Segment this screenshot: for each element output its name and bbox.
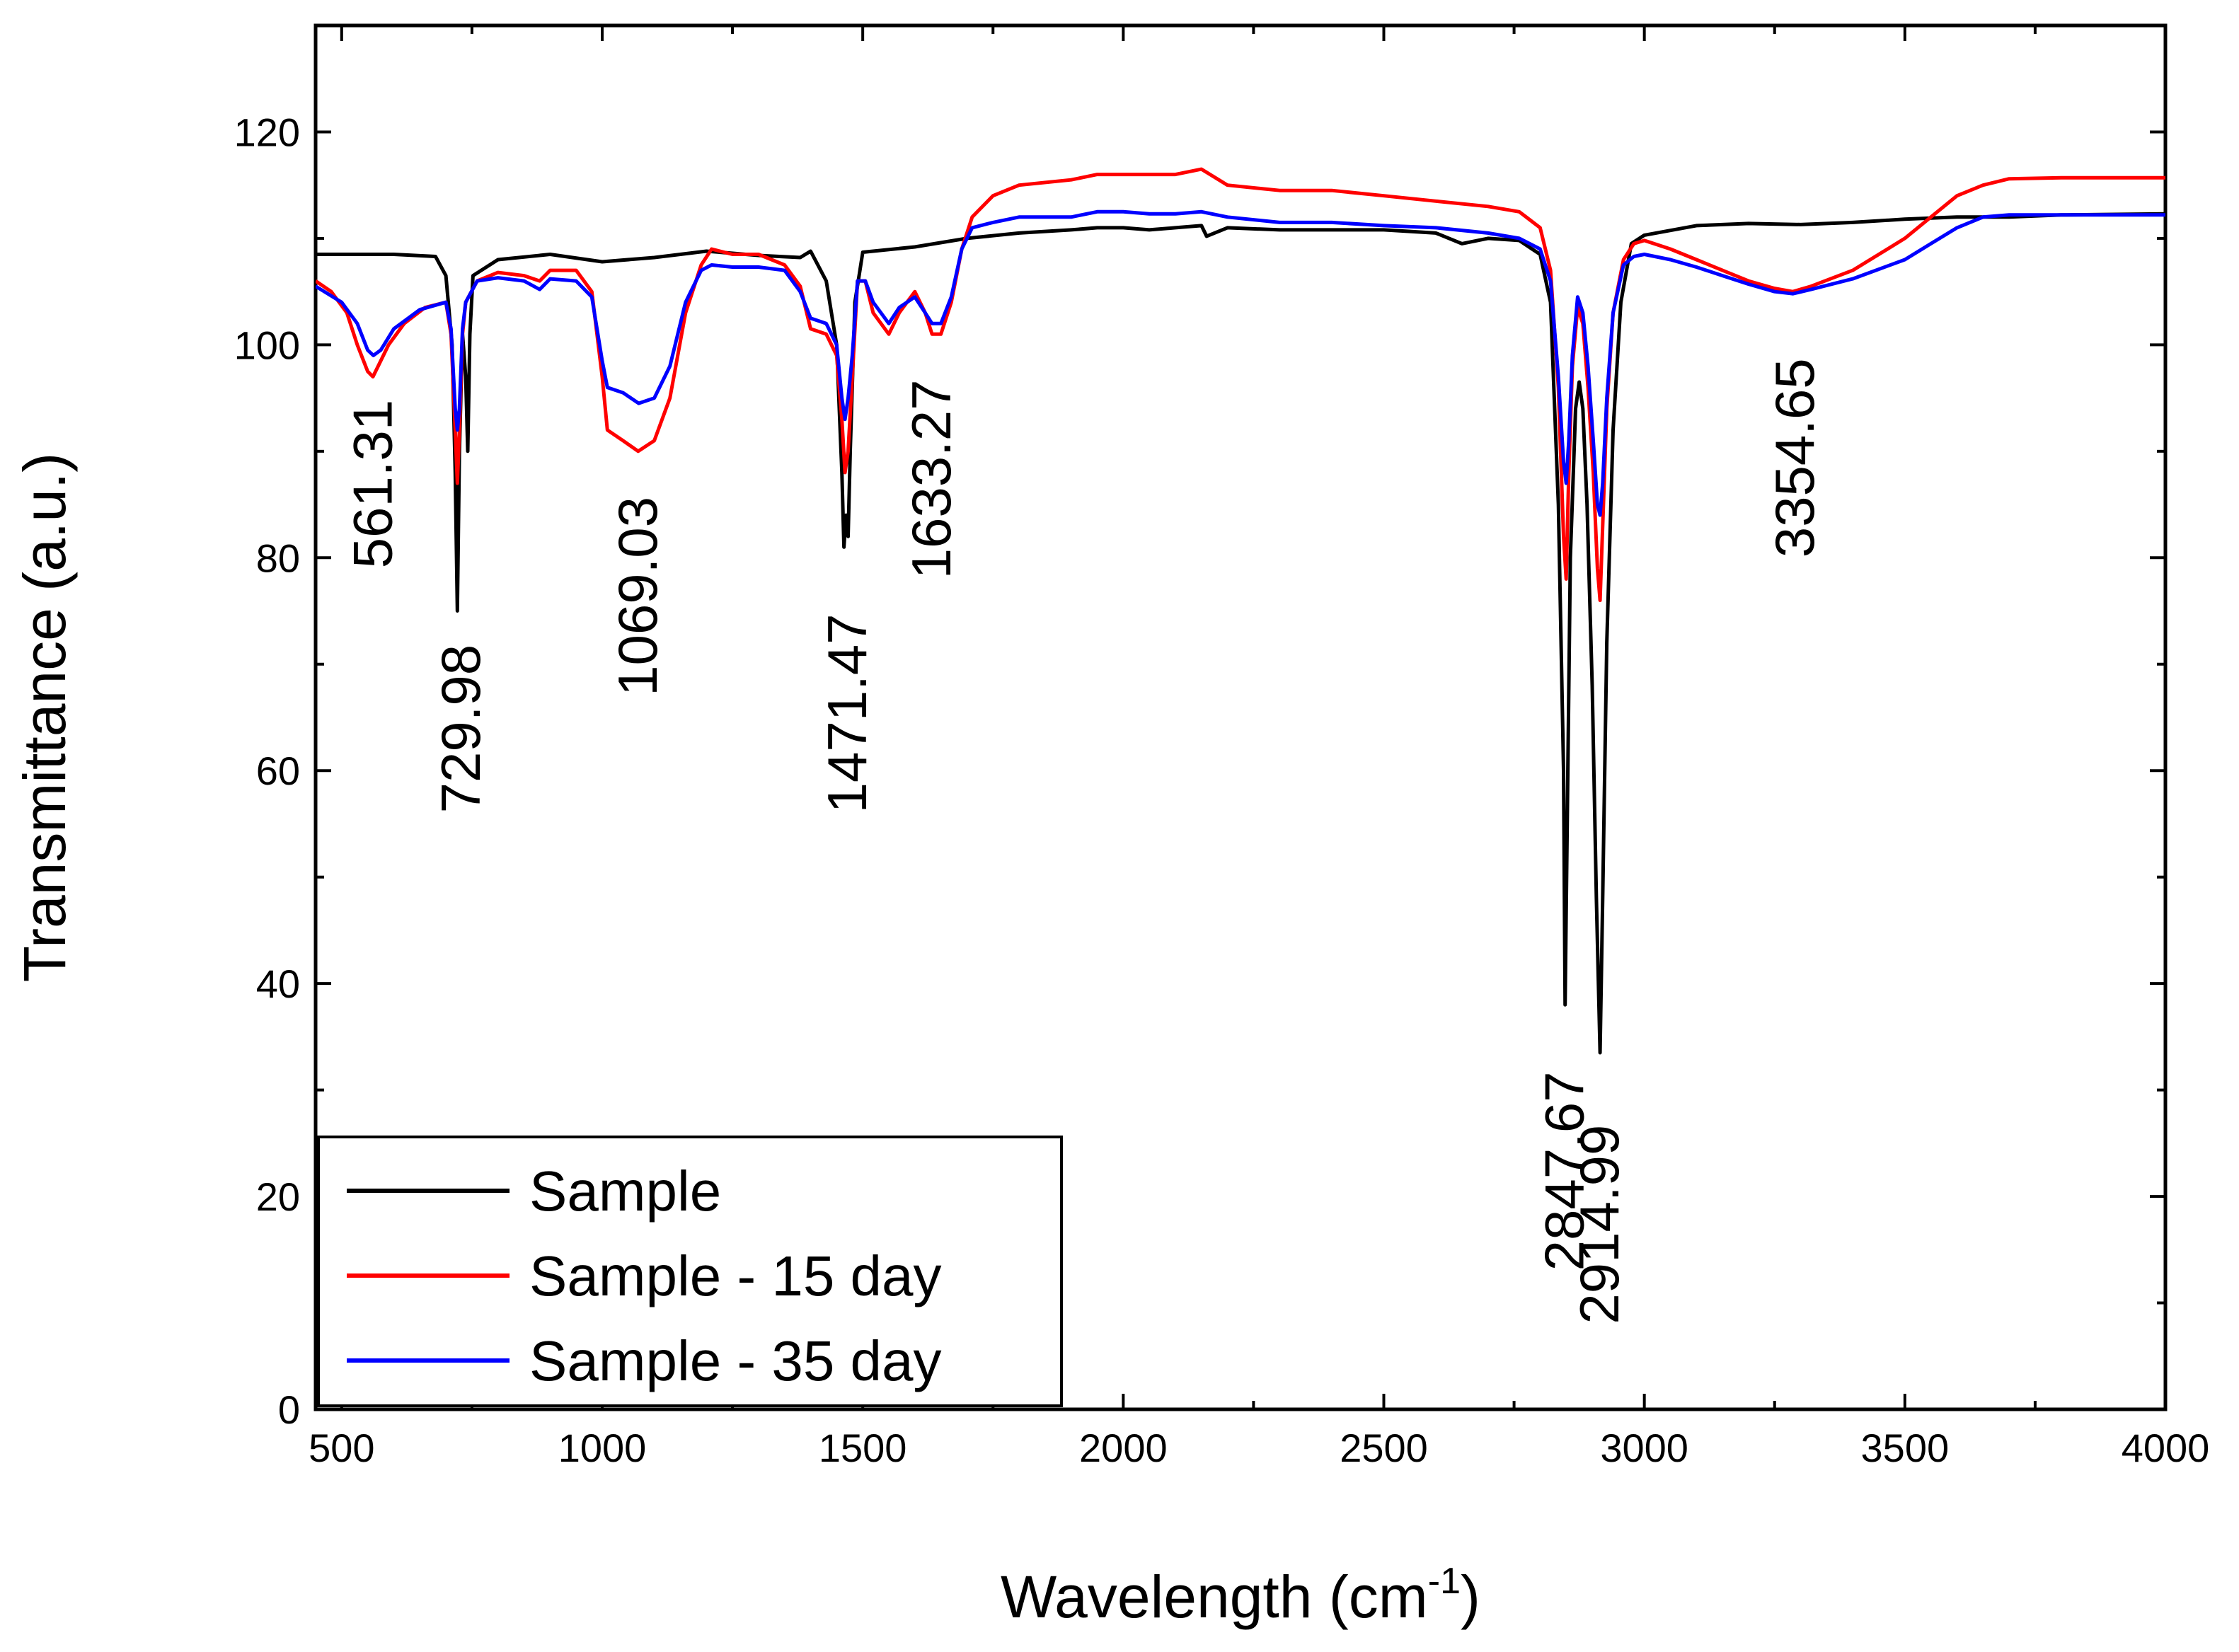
y-tick-label: 20	[256, 1174, 300, 1219]
series-line-sample-35-day	[316, 209, 2165, 517]
y-axis-title: Transmittance (a.u.)	[11, 453, 78, 982]
y-tick-label: 80	[256, 536, 300, 580]
peak-label: 1471.47	[816, 613, 878, 813]
x-tick-label: 3500	[1861, 1426, 1950, 1470]
legend-label-35-day: Sample - 35 day	[529, 1329, 942, 1392]
y-tick-label: 40	[256, 961, 300, 1006]
x-tick-label: 4000	[2122, 1426, 2210, 1470]
peak-label: 729.98	[430, 645, 492, 814]
peak-label: 2914.99	[1568, 1125, 1630, 1324]
series-line-sample	[316, 212, 2165, 1055]
y-tick-label: 100	[234, 323, 300, 367]
peak-label: 1633.27	[900, 379, 962, 579]
x-axis-title-superscript: -1	[1428, 1561, 1461, 1602]
x-tick-label: 3000	[1600, 1426, 1688, 1470]
x-tick-label: 2500	[1340, 1426, 1428, 1470]
y-tick-label: 120	[234, 110, 300, 154]
axis-ticks: 500 1000 1500 2000 2500 3000 3500 4000 0 20 40 60 80…	[234, 24, 2210, 1470]
series-layer	[316, 167, 2165, 1055]
plot-frame	[313, 23, 2168, 1411]
peak-label: 1069.03	[606, 497, 669, 696]
peak-label: 3354.65	[1763, 358, 1826, 558]
y-tick-label: 60	[256, 749, 300, 793]
peak-label: 561.31	[342, 400, 404, 569]
legend-label-sample: Sample	[529, 1160, 721, 1223]
x-tick-label: 1000	[558, 1426, 647, 1470]
x-axis-title: Wavelength (cm-1)	[1001, 1561, 1480, 1630]
x-tick-label: 1500	[819, 1426, 907, 1470]
legend-label-15-day: Sample - 15 day	[529, 1244, 942, 1307]
x-tick-label: 500	[309, 1426, 374, 1470]
series-line-sample-15-day	[316, 167, 2165, 602]
legend: Sample Sample - 15 day Sample - 35 day	[317, 1136, 1063, 1407]
x-tick-label: 2000	[1079, 1426, 1168, 1470]
y-tick-label: 0	[278, 1387, 300, 1432]
peak-annotations: 561.31 729.98 1069.03 1471.47 1633.27 2847.67…	[342, 358, 1826, 1324]
peak-label: 2847.67	[1533, 1071, 1596, 1271]
